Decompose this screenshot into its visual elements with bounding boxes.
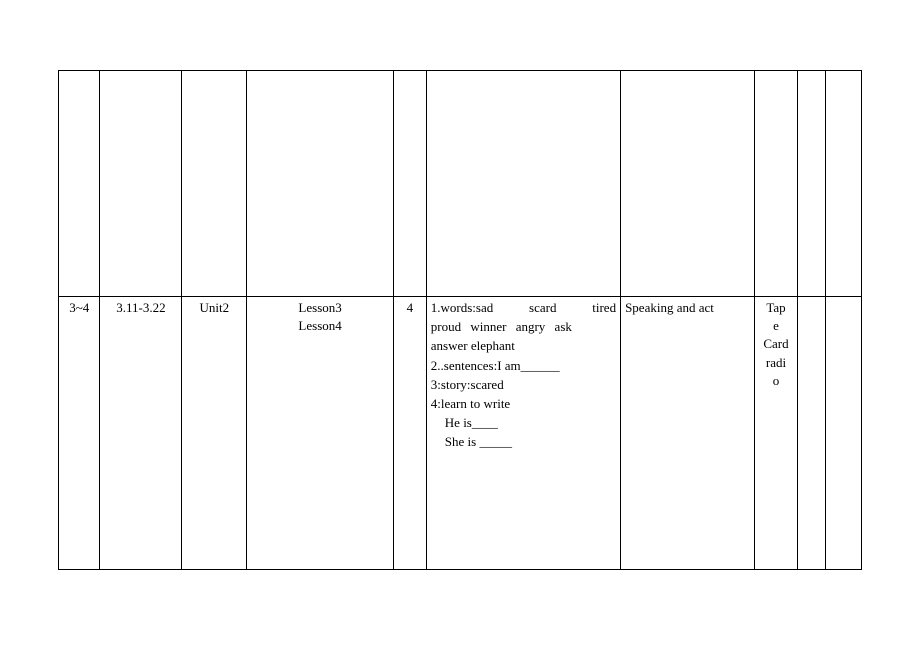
table-row xyxy=(59,71,862,297)
cell-lessons: Lesson3 Lesson4 xyxy=(247,297,394,570)
cell-empty xyxy=(426,71,620,297)
table-row: 3~4 3.11-3.22 Unit2 Lesson3 Lesson4 4 1.… xyxy=(59,297,862,570)
cell-empty xyxy=(798,297,826,570)
cell-method: Speaking and act xyxy=(621,297,755,570)
cell-empty xyxy=(798,71,826,297)
cell-week: 3~4 xyxy=(59,297,100,570)
content-line: He is____ xyxy=(431,414,616,432)
cell-empty xyxy=(182,71,247,297)
cell-empty xyxy=(825,71,861,297)
material-line: o xyxy=(759,372,793,390)
content-line: 1.words:sad scard tired xyxy=(431,299,616,317)
material-line: Card xyxy=(759,335,793,353)
cell-empty xyxy=(393,71,426,297)
cell-empty xyxy=(621,71,755,297)
material-line: radi xyxy=(759,354,793,372)
content-line: proud winner angry ask xyxy=(431,318,616,336)
cell-empty xyxy=(754,71,797,297)
content-line: She is _____ xyxy=(431,433,616,451)
lesson-line: Lesson3 xyxy=(251,299,389,317)
cell-content: 1.words:sad scard tired proud winner ang… xyxy=(426,297,620,570)
cell-empty xyxy=(825,297,861,570)
material-line: e xyxy=(759,317,793,335)
lesson-line: Lesson4 xyxy=(251,317,389,335)
content-line: 2..sentences:I am______ xyxy=(431,357,616,375)
cell-empty xyxy=(59,71,100,297)
cell-empty xyxy=(100,71,182,297)
cell-materials: Tap e Card radi o xyxy=(754,297,797,570)
content-line: answer elephant xyxy=(431,337,616,355)
material-line: Tap xyxy=(759,299,793,317)
lesson-plan-table: 3~4 3.11-3.22 Unit2 Lesson3 Lesson4 4 1.… xyxy=(58,70,862,570)
cell-date: 3.11-3.22 xyxy=(100,297,182,570)
content-line: 3:story:scared xyxy=(431,376,616,394)
cell-unit: Unit2 xyxy=(182,297,247,570)
content-line: 4:learn to write xyxy=(431,395,616,413)
cell-period: 4 xyxy=(393,297,426,570)
cell-empty xyxy=(247,71,394,297)
